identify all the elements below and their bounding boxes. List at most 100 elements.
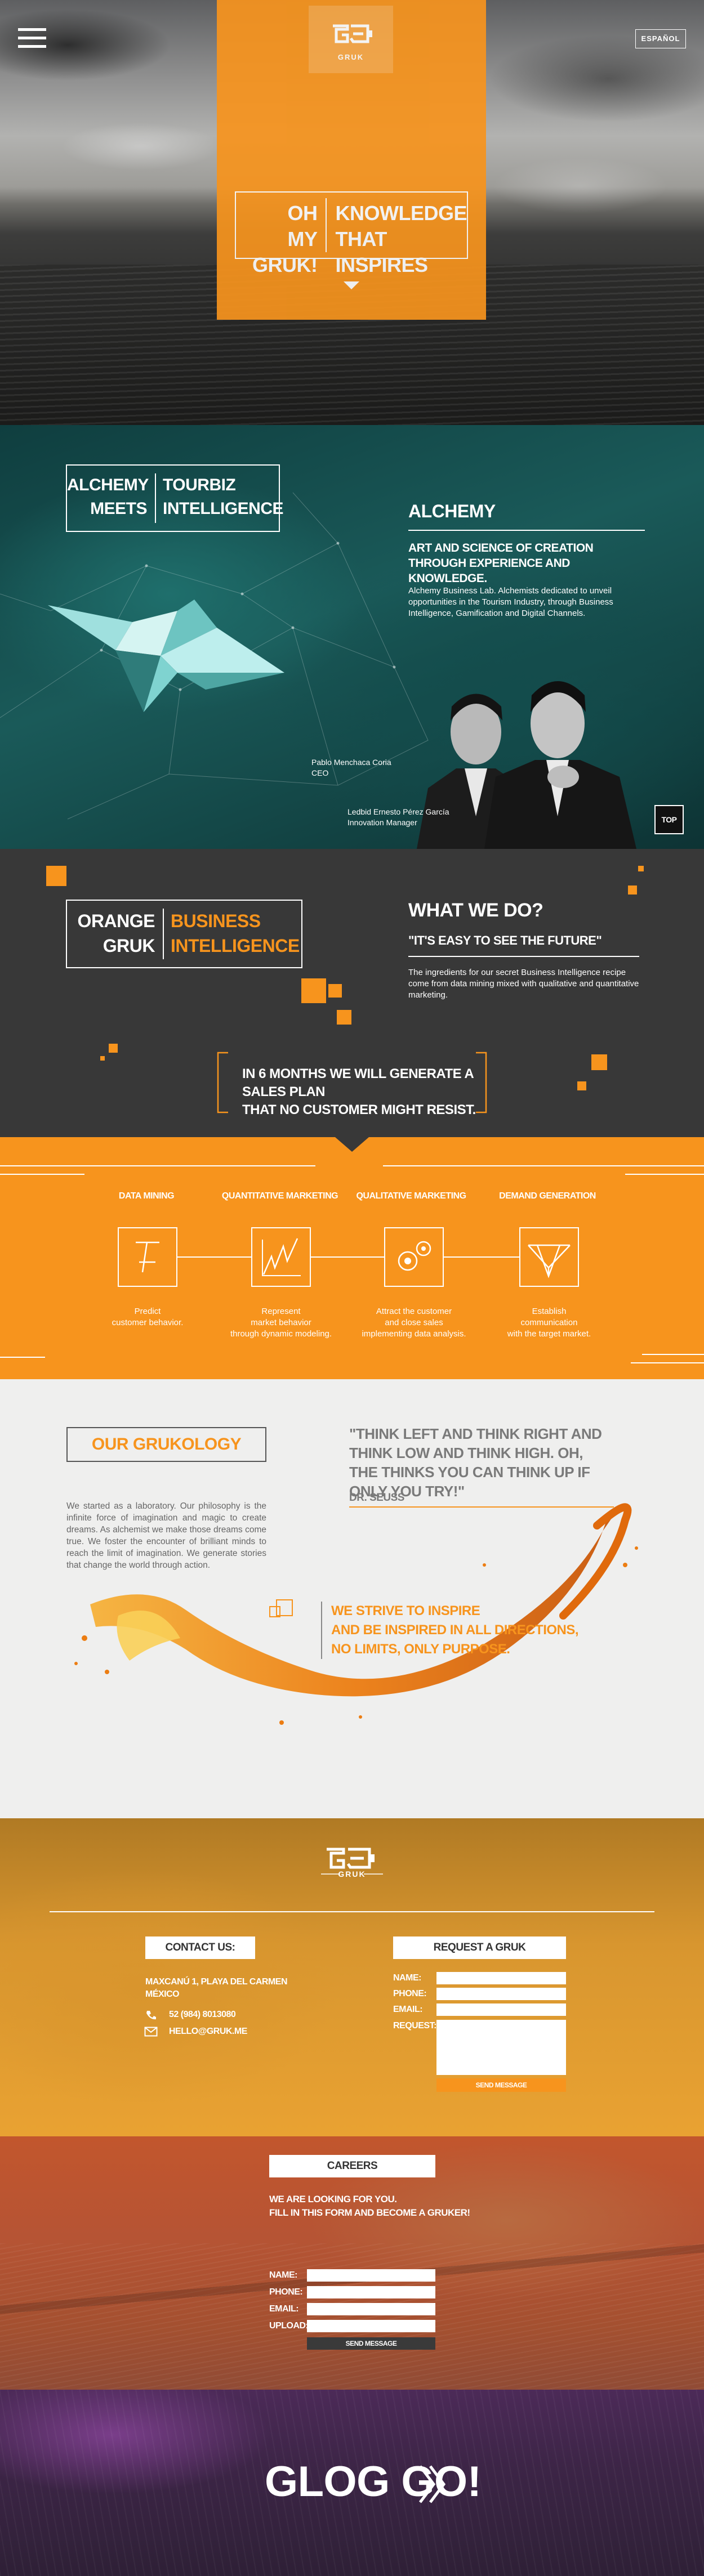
gruk-logo-icon [333,24,372,43]
gruk-logo-icon [321,1848,383,1875]
alchemy-title-box: ALCHEMY MEETS TOURBIZ INTELLIGENCE [66,464,284,532]
orange-square-decoration [577,1081,586,1090]
hero-title-right: KNOWLEDGE THAT INSPIRES [335,202,467,276]
triangle-down-icon[interactable] [344,281,359,289]
divider-line [0,1165,315,1166]
divider-line [631,1362,704,1363]
alchemy-title-right: TOURBIZ INTELLIGENCE [163,476,284,518]
grukology-section: OUR GRUKOLOGY We started as a laboratory… [0,1379,704,1818]
request-name-input[interactable] [436,1972,566,1984]
language-button[interactable]: ESPAÑOL [635,29,686,48]
service-desc-qualitative-marketing: Attract the customer and close sales imp… [362,1307,466,1339]
service-title-demand-generation: DEMAND GENERATION [499,1191,596,1201]
phone-icon [146,2011,156,2020]
line-graph-icon[interactable] [251,1227,311,1287]
what-we-do-heading: WHAT WE DO? [408,900,543,921]
service-title-data-mining: DATA MINING [118,1191,175,1201]
glog-section: GLOG GO! [0,2390,704,2576]
quote-author: DR. SEUSS [349,1492,404,1504]
careers-send-button[interactable]: SEND MESSAGE [307,2337,435,2350]
what-we-do-quote: "IT'S EASY TO SEE THE FUTURE" [408,933,639,957]
request-name-label: NAME: [393,1973,421,1983]
bi-title-left: ORANGE GRUK [67,909,164,959]
alchemy-subheading: ART AND SCIENCE OF CREATION THROUGH EXPE… [408,542,594,585]
divider-line [0,1357,45,1358]
strive-statement: WE STRIVE TO INSPIRE AND BE INSPIRED IN … [321,1602,579,1659]
double-chevron-right-icon[interactable] [417,2462,448,2507]
request-message-textarea[interactable] [436,2020,566,2075]
orange-square-decoration [100,1056,105,1061]
careers-name-label: NAME: [269,2270,297,2280]
divider-line [625,1174,704,1175]
network-icon[interactable] [519,1227,579,1287]
mail-icon [144,2027,158,2037]
magnifier-chart-icon[interactable] [118,1227,177,1287]
service-desc-demand-generation: Establish communication with the target … [507,1307,591,1339]
grukology-quote: "THINK LEFT AND THINK RIGHT AND THINK LO… [349,1424,614,1508]
section-notch-decoration [335,1137,369,1152]
careers-email-input[interactable] [307,2303,435,2315]
services-section: DATA MINING QUANTITATIVE MARKETING QUALI… [0,1137,704,1379]
person-photo-innovation-manager [484,681,636,849]
bi-title-right: BUSINESS INTELLIGENCE [171,911,300,956]
careers-intro: WE ARE LOOKING FOR YOU. FILL IN THIS FOR… [269,2194,470,2218]
contact-us-heading: CONTACT US: [145,1937,255,1959]
orange-square-decoration [109,1044,118,1053]
careers-phone-label: PHONE: [269,2287,303,2297]
grukology-title: OUR GRUKOLOGY [66,1427,266,1462]
hero-title-box: OH MY GRUK! KNOWLEDGE THAT INSPIRES [235,191,468,276]
careers-name-input[interactable] [307,2269,435,2282]
orange-liquid-splash-image [74,1503,638,1725]
business-intelligence-title-box: ORANGE GRUK BUSINESS INTELLIGENCE [66,900,302,968]
alchemy-section: ALCHEMY MEETS TOURBIZ INTELLIGENCE ALCHE… [0,425,704,849]
orange-square-decoration [591,1054,607,1070]
hero-orange-panel: GRUK OH MY GRUK! KNOWLEDGE THAT INSPIRES [217,0,486,320]
careers-upload-label: UPLOAD: [269,2321,309,2331]
contact-email[interactable]: HELLO@GRUK.ME [169,2027,247,2036]
network-lines-decoration [0,492,429,820]
sales-plan-text: IN 6 MONTHS WE WILL GENERATE A SALES PLA… [242,1066,476,1117]
careers-section: CAREERS WE ARE LOOKING FOR YOU. FILL IN … [0,2136,704,2390]
overlapping-squares-icon [269,1599,293,1617]
gears-icon[interactable] [384,1227,444,1287]
alchemy-title-left: ALCHEMY MEETS [67,473,156,523]
service-title-quantitative-marketing: QUANTITATIVE MARKETING [221,1191,338,1201]
footer-logo[interactable]: GRUK [315,1844,389,1886]
services-connector-line [177,1256,527,1258]
divider-line [0,1174,84,1175]
request-phone-label: PHONE: [393,1989,427,1998]
alchemy-heading: ALCHEMY [408,501,645,531]
orange-square-decoration [46,866,66,886]
careers-email-label: EMAIL: [269,2304,299,2314]
service-title-qualitative-marketing: QUALITATIVE MARKETING [356,1191,466,1201]
orange-square-decoration [328,984,342,998]
careers-phone-input[interactable] [307,2286,435,2298]
request-email-input[interactable] [436,2003,566,2016]
logo[interactable]: GRUK [309,6,393,73]
what-we-do-section: ORANGE GRUK BUSINESS INTELLIGENCE WHAT W… [0,849,704,1137]
careers-upload-input[interactable] [307,2320,435,2332]
divider-line [50,1911,654,1912]
orange-square-decoration [301,978,326,1003]
orange-square-decoration [638,866,644,871]
orange-square-decoration [337,1010,351,1025]
request-send-button[interactable]: SEND MESSAGE [436,2078,566,2092]
request-phone-input[interactable] [436,1988,566,2000]
orange-square-decoration [628,886,637,895]
back-to-top-button[interactable]: TOP [654,805,684,834]
service-desc-quantitative-marketing: Represent market behavior through dynami… [230,1307,332,1339]
glog-go-link[interactable]: GLOG GO! [265,2458,482,2506]
hamburger-menu-icon[interactable] [18,28,46,50]
hero-section: ESPAÑOL GRUK OH MY GRUK! KNOWLEDGE THAT … [0,0,704,425]
person1-caption: Pablo Menchaca Coria CEO [311,758,391,777]
contact-section: GRUK CONTACT US: MAXCANÚ 1, PLAYA DEL CA… [0,1818,704,2136]
request-gruk-heading: REQUEST A GRUK [393,1937,566,1959]
divider-line [642,1354,704,1355]
sales-plan-box: IN 6 MONTHS WE WILL GENERATE A SALES PLA… [217,1052,487,1117]
hero-title-left: OH MY GRUK! [236,198,327,276]
logo-text: GRUK [337,53,364,61]
what-we-do-description: The ingredients for our secret Business … [408,968,639,1000]
contact-phone[interactable]: 52 (984) 8013080 [169,2010,236,2019]
dunes-background [0,2243,704,2390]
contact-address: MAXCANÚ 1, PLAYA DEL CARMEN MÉXICO [145,1977,288,1999]
